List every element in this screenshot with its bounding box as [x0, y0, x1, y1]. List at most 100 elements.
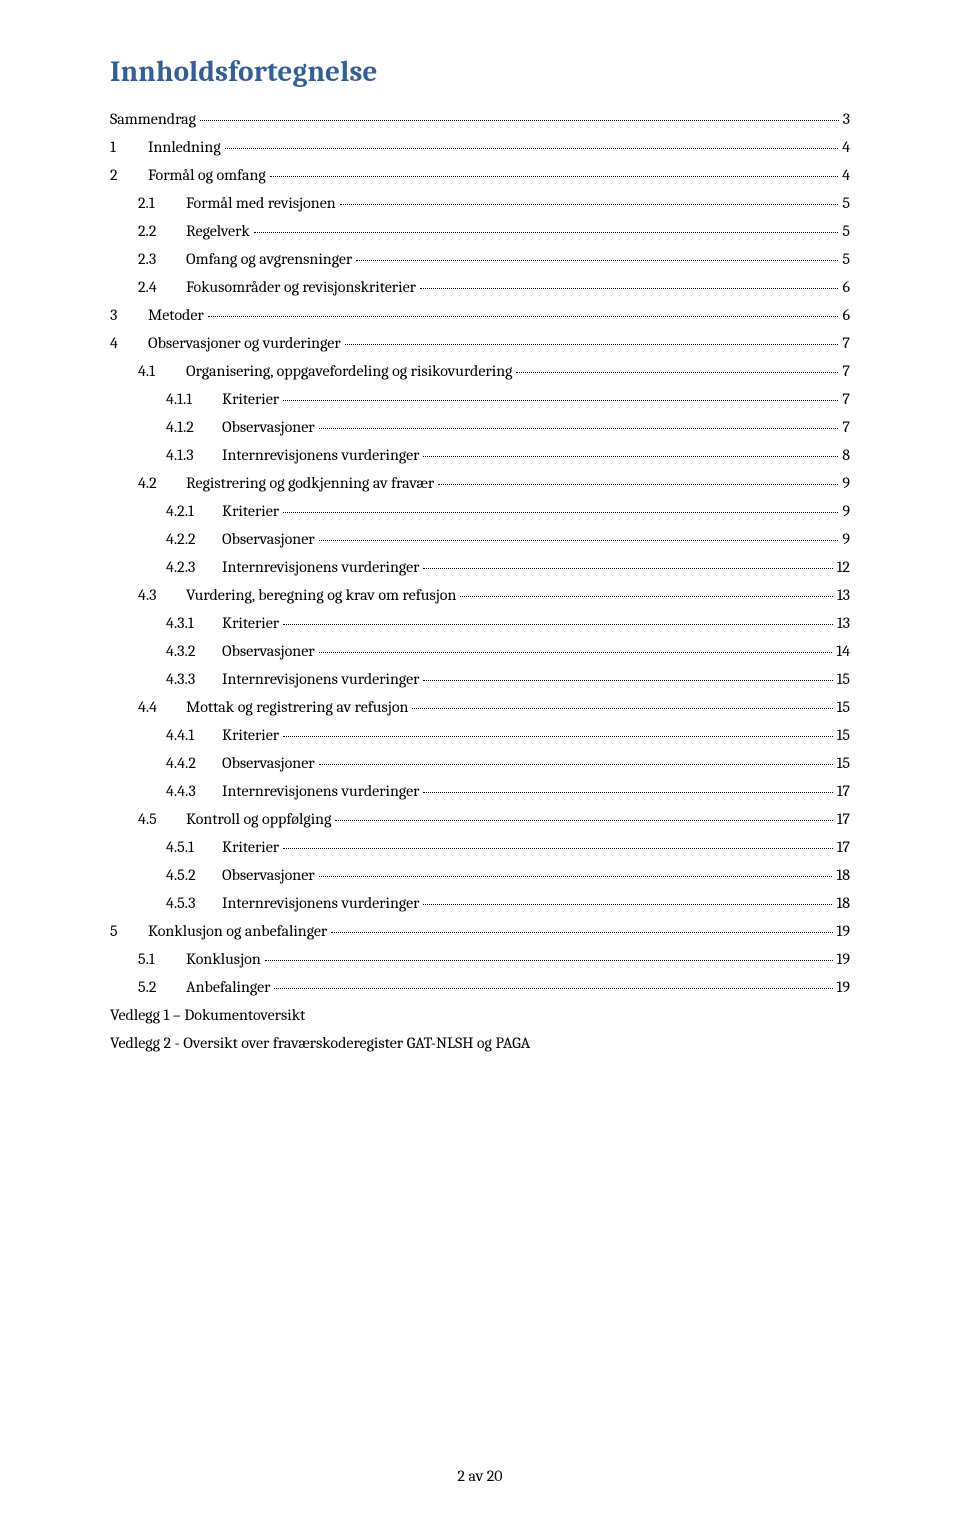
- toc-row: 2Formål og omfang4: [110, 167, 850, 183]
- toc-number: 4.3: [138, 587, 186, 603]
- toc-page-number: 8: [842, 447, 850, 463]
- toc-row: 4.3.1Kriterier13: [110, 615, 850, 631]
- toc-number: 2.1: [138, 195, 186, 211]
- toc-number: 2.2: [138, 223, 186, 239]
- toc-number: 4.4.1: [166, 727, 222, 743]
- toc-page-number: 17: [837, 811, 850, 827]
- toc-leader: [423, 456, 838, 457]
- toc-text: Anbefalinger: [186, 979, 270, 995]
- toc-leader: [331, 932, 832, 933]
- toc-leader: [319, 540, 839, 541]
- toc-leader: [200, 120, 839, 121]
- toc-leader: [423, 680, 832, 681]
- toc-text: Observasjoner: [222, 531, 315, 547]
- toc-number: 4.5.1: [166, 839, 222, 855]
- toc-row: 4.1.2Observasjoner7: [110, 419, 850, 435]
- toc-text: Metoder: [148, 307, 204, 323]
- toc-number: 5.2: [138, 979, 186, 995]
- toc-leader: [319, 764, 833, 765]
- toc-row: 3Metoder6: [110, 307, 850, 323]
- toc-number: 4.3.2: [166, 643, 222, 659]
- toc-leader: [356, 260, 838, 261]
- toc-text: Registrering og godkjenning av fravær: [186, 475, 434, 491]
- toc-number: 4.4: [138, 699, 186, 715]
- toc-leader: [319, 652, 833, 653]
- toc-row: 4.2.3Internrevisjonens vurderinger12: [110, 559, 850, 575]
- toc-text: Innledning: [148, 139, 221, 155]
- toc-page-number: 6: [842, 279, 850, 295]
- toc-leader: [412, 708, 832, 709]
- toc-row: 4.3Vurdering, beregning og krav om refus…: [110, 587, 850, 603]
- toc-row: 4Observasjoner og vurderinger7: [110, 335, 850, 351]
- toc-row: 4.1.1Kriterier7: [110, 391, 850, 407]
- toc-text: Internrevisjonens vurderinger: [222, 671, 419, 687]
- toc-text: Kriterier: [222, 727, 279, 743]
- toc-text: Organisering, oppgavefordeling og risiko…: [186, 363, 512, 379]
- toc-leader: [335, 820, 832, 821]
- toc-row: 4.5.2Observasjoner 18: [110, 867, 850, 883]
- toc-row: 4.4.2Observasjoner15: [110, 755, 850, 771]
- toc-text: Kontroll og oppfølging: [186, 811, 331, 827]
- toc-text: Kriterier: [222, 503, 279, 519]
- toc-row: Vedlegg 2 - Oversikt over fraværskodereg…: [110, 1035, 850, 1051]
- toc-text: Regelverk: [186, 223, 250, 239]
- toc-row: 4.4.1Kriterier15: [110, 727, 850, 743]
- toc-row: 2.2Regelverk5: [110, 223, 850, 239]
- toc-number: 4.1.1: [166, 391, 222, 407]
- page-title: Innholdsfortegnelse: [110, 56, 850, 89]
- toc-number: 4.1: [138, 363, 186, 379]
- toc-page-number: 4: [842, 139, 850, 155]
- toc-number: 4.2.1: [166, 503, 222, 519]
- toc-text: Observasjoner: [222, 755, 315, 771]
- toc-text: Konklusjon og anbefalinger: [148, 923, 327, 939]
- toc-text: Sammendrag: [110, 111, 196, 127]
- toc-row: 4.4.3Internrevisjonens vurderinger 17: [110, 783, 850, 799]
- toc-leader: [283, 848, 833, 849]
- toc-leader: [208, 316, 839, 317]
- toc-number: 4.1.2: [166, 419, 222, 435]
- toc-page-number: 17: [837, 839, 850, 855]
- toc-leader: [423, 904, 832, 905]
- toc-leader: [516, 372, 838, 373]
- toc-row: 4.2.1Kriterier 9: [110, 503, 850, 519]
- toc-text: Formål og omfang: [148, 167, 266, 183]
- toc-text: Omfang og avgrensninger: [186, 251, 352, 267]
- toc-row: 4.5.3Internrevisjonens vurderinger18: [110, 895, 850, 911]
- toc-number: 4.5.2: [166, 867, 222, 883]
- toc-row: 4.1Organisering, oppgavefordeling og ris…: [110, 363, 850, 379]
- toc-leader: [438, 484, 838, 485]
- toc-row: 4.4Mottak og registrering av refusjon15: [110, 699, 850, 715]
- toc-page-number: 9: [842, 503, 850, 519]
- toc-leader: [265, 960, 833, 961]
- toc-leader: [340, 204, 839, 205]
- toc-text: Internrevisjonens vurderinger: [222, 559, 419, 575]
- toc-page-number: 18: [836, 867, 850, 883]
- toc-row: 4.3.3Internrevisjonens vurderinger15: [110, 671, 850, 687]
- toc-row: 4.1.3Internrevisjonens vurderinger8: [110, 447, 850, 463]
- toc-text: Kriterier: [222, 839, 279, 855]
- toc-text: Observasjoner: [222, 867, 315, 883]
- toc-number: 4.1.3: [166, 447, 222, 463]
- toc-leader: [460, 596, 832, 597]
- toc-page-number: 17: [837, 783, 850, 799]
- toc-leader: [423, 792, 832, 793]
- toc-number: 1: [110, 139, 148, 155]
- toc-text: Mottak og registrering av refusjon: [186, 699, 408, 715]
- toc-page-number: 15: [837, 755, 850, 771]
- toc-text: Kriterier: [222, 615, 279, 631]
- toc-row: Sammendrag 3: [110, 111, 850, 127]
- toc-text: Internrevisjonens vurderinger: [222, 783, 419, 799]
- toc-leader: [423, 568, 832, 569]
- toc-number: 4.4.3: [166, 783, 222, 799]
- toc-number: 4.5.3: [166, 895, 222, 911]
- toc-number: 2: [110, 167, 148, 183]
- toc-number: 4.3.1: [166, 615, 222, 631]
- toc-row: 4.2.2Observasjoner9: [110, 531, 850, 547]
- toc-text: Kriterier: [222, 391, 279, 407]
- toc-page-number: 7: [842, 419, 850, 435]
- toc-leader: [283, 624, 833, 625]
- toc-number: 4.5: [138, 811, 186, 827]
- page-footer: 2 av 20: [0, 1467, 960, 1485]
- toc-number: 4.2: [138, 475, 186, 491]
- toc-page-number: 3: [843, 111, 850, 127]
